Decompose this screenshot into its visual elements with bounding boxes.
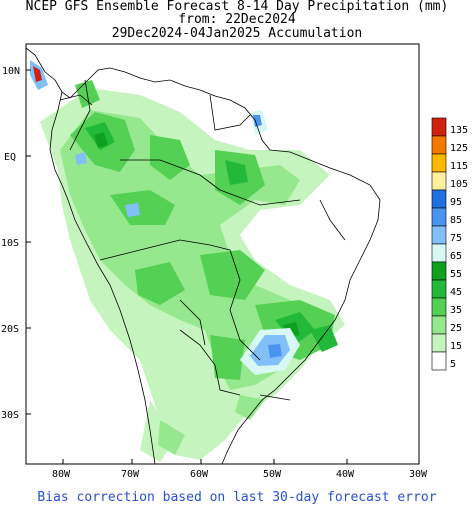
legend-swatch-105 bbox=[431, 171, 447, 191]
legend-label-55: 55 bbox=[450, 269, 462, 280]
lon-label-70w: 70W bbox=[121, 469, 140, 480]
lat-label-10s: 10S bbox=[1, 238, 19, 249]
precip-peak-panama bbox=[30, 60, 48, 90]
legend-swatch-65 bbox=[431, 243, 447, 263]
latitude-axis: 10N EQ 10S 20S 30S bbox=[1, 66, 31, 421]
legend-label-25: 25 bbox=[450, 323, 462, 334]
map-frame bbox=[25, 43, 420, 465]
precip-85-95 bbox=[253, 115, 282, 358]
coastlines-and-borders bbox=[26, 47, 381, 464]
lat-label-20s: 20S bbox=[1, 324, 19, 335]
lon-label-30w: 30W bbox=[409, 469, 428, 480]
legend-swatch-15 bbox=[431, 333, 447, 353]
legend-label-5: 5 bbox=[450, 359, 456, 370]
legend-swatch-25 bbox=[431, 315, 447, 335]
longitude-axis: 80W 70W 60W 50W 40W 30W bbox=[52, 459, 428, 480]
lon-label-80w: 80W bbox=[52, 469, 71, 480]
legend-label-125: 125 bbox=[450, 143, 468, 154]
title-line-1: NCEP GFS Ensemble Forecast 8-14 Day Prec… bbox=[25, 0, 449, 14]
legend-swatch-55 bbox=[431, 261, 447, 281]
lat-label-10n: 10N bbox=[2, 66, 20, 77]
lat-label-30s: 30S bbox=[1, 410, 19, 421]
legend-label-135: 135 bbox=[450, 125, 468, 136]
lat-label-eq: EQ bbox=[4, 152, 16, 163]
title-line-2: from: 22Dec2024 bbox=[178, 12, 296, 27]
legend-label-95: 95 bbox=[450, 197, 462, 208]
legend-label-65: 65 bbox=[450, 251, 462, 262]
legend-label-75: 75 bbox=[450, 233, 462, 244]
legend-swatch-45 bbox=[431, 279, 447, 299]
legend-label-15: 15 bbox=[450, 341, 462, 352]
legend-swatch-125 bbox=[431, 135, 447, 155]
lon-label-50w: 50W bbox=[263, 469, 282, 480]
legend-swatch-35 bbox=[431, 297, 447, 317]
legend-swatch-75 bbox=[431, 225, 447, 245]
precipitation-fields bbox=[30, 60, 345, 462]
legend-label-35: 35 bbox=[450, 305, 462, 316]
legend-label-115: 115 bbox=[450, 161, 468, 172]
legend-label-45: 45 bbox=[450, 287, 462, 298]
lon-label-60w: 60W bbox=[190, 469, 209, 480]
legend-label-105: 105 bbox=[450, 179, 468, 190]
legend-swatch-115 bbox=[431, 153, 447, 173]
legend-swatch-85 bbox=[431, 207, 447, 227]
legend-swatch-135 bbox=[431, 117, 447, 137]
lon-label-40w: 40W bbox=[336, 469, 355, 480]
title-line-3: 29Dec2024-04Jan2025 Accumulation bbox=[111, 26, 363, 41]
legend-label-85: 85 bbox=[450, 215, 462, 226]
legend-swatch-5 bbox=[431, 351, 447, 371]
color-legend: 135 125 115 105 95 85 75 65 55 45 35 25 15 5 bbox=[431, 117, 468, 371]
legend-swatch-95 bbox=[431, 189, 447, 209]
bias-correction-note: Bias correction based on last 30-day for… bbox=[37, 490, 437, 505]
